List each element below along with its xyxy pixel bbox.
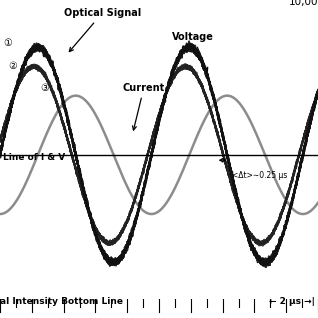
- Text: ← 2 μs →|: ← 2 μs →|: [269, 297, 315, 306]
- Text: <Δt>∼0.25 μs: <Δt>∼0.25 μs: [232, 171, 287, 180]
- Text: Voltage: Voltage: [172, 32, 214, 72]
- Text: 10,00: 10,00: [288, 0, 318, 7]
- Text: Optical Signal: Optical Signal: [64, 8, 141, 52]
- Text: Current: Current: [123, 83, 165, 130]
- Text: Line of I & V: Line of I & V: [3, 153, 66, 162]
- Text: ②: ②: [8, 60, 17, 71]
- Text: ①: ①: [3, 38, 12, 48]
- Text: al Intensity Bottom Line: al Intensity Bottom Line: [0, 297, 123, 306]
- Text: ③: ③: [40, 83, 49, 93]
